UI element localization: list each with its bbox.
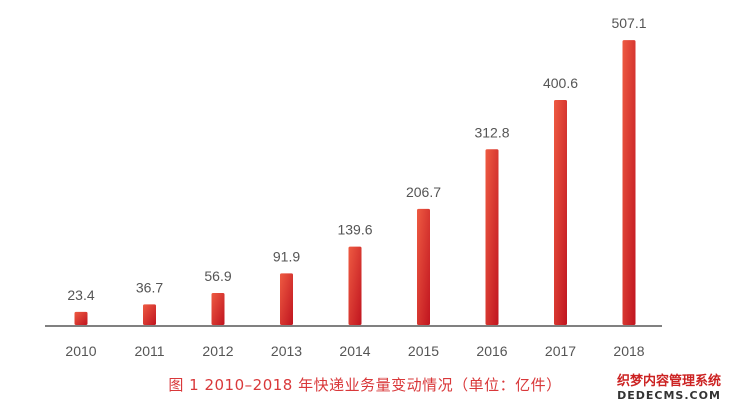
x-tick-label-2012: 2012 bbox=[202, 343, 233, 359]
value-label-2018: 507.1 bbox=[611, 15, 646, 31]
value-labels-group: 23.4 36.7 56.9 91.9 139.6 206.7 312.8 400.6 507.… bbox=[67, 15, 646, 303]
bar-2011 bbox=[143, 304, 156, 325]
x-tick-label-2016: 2016 bbox=[476, 343, 507, 359]
bar-2018 bbox=[622, 40, 636, 326]
x-tick-label-2010: 2010 bbox=[65, 343, 96, 359]
value-label-2012: 56.9 bbox=[204, 268, 231, 284]
value-label-2015: 206.7 bbox=[406, 184, 441, 200]
bar-2015 bbox=[417, 208, 430, 325]
x-tick-label-2018: 2018 bbox=[613, 343, 644, 359]
value-label-2013: 91.9 bbox=[273, 248, 300, 264]
x-tick-labels-group: 2010 2011 2012 2013 2014 2015 2016 2017 2018 bbox=[65, 343, 644, 359]
x-tick-label-2017: 2017 bbox=[545, 343, 576, 359]
x-tick-label-2014: 2014 bbox=[339, 343, 370, 359]
watermark-line1: 织梦内容管理系统 bbox=[616, 374, 721, 389]
watermark-line2: DEDECMS.COM bbox=[617, 389, 721, 402]
bar-2010 bbox=[74, 311, 88, 325]
value-label-2016: 312.8 bbox=[474, 124, 509, 140]
value-label-2011: 36.7 bbox=[136, 279, 163, 295]
watermark: 织梦内容管理系统 DEDECMS.COM bbox=[616, 374, 722, 402]
value-label-2017: 400.6 bbox=[543, 75, 578, 91]
x-tick-label-2013: 2013 bbox=[271, 343, 302, 359]
chart-caption: 图 1 2010–2018 年快递业务量变动情况（单位：亿件） bbox=[168, 376, 562, 394]
value-label-2010: 23.4 bbox=[67, 287, 94, 303]
x-tick-label-2011: 2011 bbox=[134, 343, 164, 359]
bar-2013 bbox=[280, 273, 293, 325]
bar-2016 bbox=[485, 149, 499, 325]
bars-group bbox=[74, 40, 636, 326]
bar-2012 bbox=[211, 293, 225, 325]
value-label-2014: 139.6 bbox=[337, 222, 372, 238]
bar-2014 bbox=[348, 246, 362, 325]
x-tick-label-2015: 2015 bbox=[408, 343, 439, 359]
bar-2017 bbox=[554, 99, 567, 325]
